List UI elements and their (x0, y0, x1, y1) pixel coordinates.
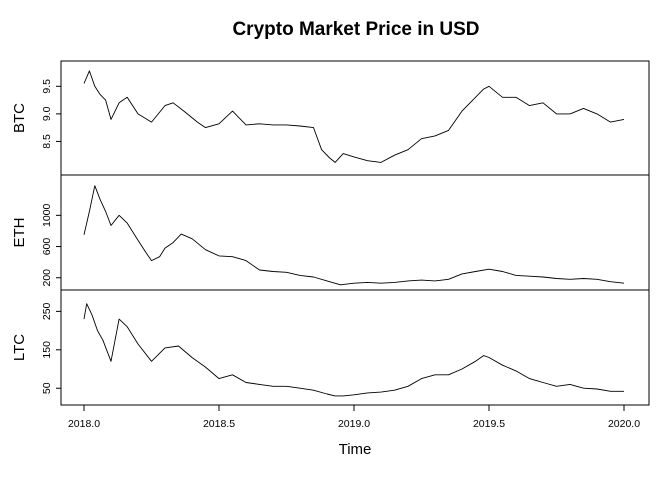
series-label: BTC (11, 103, 28, 133)
x-tick-label: 2019.0 (338, 418, 370, 430)
series-label: ETH (11, 218, 28, 248)
x-tick-label: 2020.0 (608, 418, 640, 430)
panels: 8.5 9.0 9.5 BTC 200 600 1000 ETH 50 150 250 LTC (11, 60, 650, 406)
panel-ltc: 50 150 250 LTC (11, 289, 650, 406)
x-tick-label: 2018.5 (203, 418, 235, 430)
y-tick-label: 1000 (41, 203, 53, 227)
y-tick-label: 9.5 (41, 79, 53, 94)
series-line-eth (83, 185, 625, 286)
panel-frame (60, 174, 650, 291)
y-tick-label: 9.0 (41, 106, 53, 121)
y-tick-label: 200 (41, 269, 53, 287)
y-tick-label: 250 (41, 302, 53, 320)
x-tick-label: 2018.0 (68, 418, 100, 430)
panel-frame (60, 289, 650, 406)
panel-frame (60, 60, 650, 176)
x-axis-label: Time (339, 441, 372, 458)
x-tick-label: 2019.5 (473, 418, 505, 430)
y-tick-label: 150 (41, 341, 53, 359)
y-tick-label: 50 (41, 382, 53, 394)
series-label: LTC (11, 334, 28, 361)
chart-title: Crypto Market Price in USD (232, 19, 479, 40)
panel-btc: 8.5 9.0 9.5 BTC (11, 60, 650, 176)
series-line-btc (83, 70, 625, 163)
series-line-ltc (83, 303, 624, 397)
y-tick-label: 8.5 (41, 134, 53, 149)
x-axis: 2018.0 2018.5 2019.0 2019.5 2020.0 (68, 404, 640, 430)
panel-eth: 200 600 1000 ETH (11, 174, 650, 291)
y-tick-label: 600 (41, 238, 53, 256)
